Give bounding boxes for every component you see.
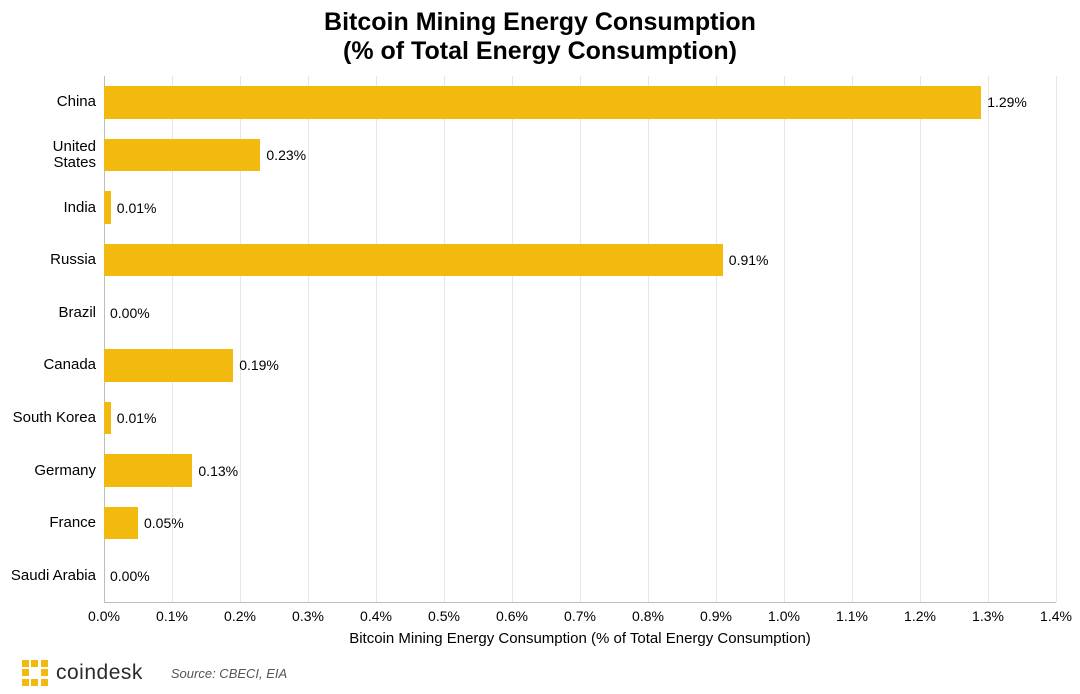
- x-tick-label: 1.1%: [836, 608, 868, 624]
- grid-line: [716, 76, 717, 602]
- category-label: China: [2, 94, 96, 110]
- bar-value-label: 0.00%: [110, 305, 150, 321]
- category-label: France: [2, 515, 96, 531]
- bar-value-label: 1.29%: [987, 94, 1027, 110]
- brand-name: coindesk: [56, 661, 143, 685]
- grid-line: [444, 76, 445, 602]
- grid-line: [580, 76, 581, 602]
- bar: [104, 139, 260, 172]
- chart-footer: coindesk Source: CBECI, EIA: [22, 660, 287, 686]
- coindesk-icon: [22, 660, 48, 686]
- x-tick-label: 0.8%: [632, 608, 664, 624]
- category-label: Canada: [2, 357, 96, 373]
- category-label: India: [2, 200, 96, 216]
- bar: [104, 86, 981, 119]
- category-label: Saudi Arabia: [2, 568, 96, 584]
- brand-logo: coindesk: [22, 660, 143, 686]
- bar: [104, 402, 111, 435]
- grid-line: [784, 76, 785, 602]
- bar-value-label: 0.19%: [239, 357, 279, 373]
- x-tick-label: 0.6%: [496, 608, 528, 624]
- bar: [104, 507, 138, 540]
- chart-title: Bitcoin Mining Energy Consumption (% of …: [0, 8, 1080, 66]
- bar-value-label: 0.23%: [266, 147, 306, 163]
- grid-line: [648, 76, 649, 602]
- bar: [104, 191, 111, 224]
- x-tick-label: 0.2%: [224, 608, 256, 624]
- plot-area: 0.0%0.1%0.2%0.3%0.4%0.5%0.6%0.7%0.8%0.9%…: [104, 76, 1056, 602]
- x-tick-label: 0.4%: [360, 608, 392, 624]
- chart-container: Bitcoin Mining Energy Consumption (% of …: [0, 0, 1080, 694]
- x-tick-label: 1.3%: [972, 608, 1004, 624]
- grid-line: [852, 76, 853, 602]
- bar-value-label: 0.01%: [117, 200, 157, 216]
- bar-value-label: 0.91%: [729, 252, 769, 268]
- x-tick-label: 1.0%: [768, 608, 800, 624]
- x-axis-title: Bitcoin Mining Energy Consumption (% of …: [104, 630, 1056, 647]
- category-label: Brazil: [2, 305, 96, 321]
- grid-line: [376, 76, 377, 602]
- x-tick-label: 0.1%: [156, 608, 188, 624]
- grid-line: [988, 76, 989, 602]
- category-label: Russia: [2, 252, 96, 268]
- grid-line: [920, 76, 921, 602]
- bar-value-label: 0.13%: [198, 463, 238, 479]
- x-tick-label: 1.2%: [904, 608, 936, 624]
- bar: [104, 454, 192, 487]
- bar-value-label: 0.01%: [117, 410, 157, 426]
- chart-title-line1: Bitcoin Mining Energy Consumption: [0, 8, 1080, 37]
- x-tick-label: 0.9%: [700, 608, 732, 624]
- grid-line: [512, 76, 513, 602]
- x-tick-label: 1.4%: [1040, 608, 1072, 624]
- bar: [104, 349, 233, 382]
- source-text: Source: CBECI, EIA: [171, 666, 287, 681]
- category-label: South Korea: [2, 410, 96, 426]
- x-tick-label: 0.7%: [564, 608, 596, 624]
- bar: [104, 244, 723, 277]
- category-label: Germany: [2, 463, 96, 479]
- grid-line: [308, 76, 309, 602]
- grid-line: [1056, 76, 1057, 602]
- bar-value-label: 0.00%: [110, 568, 150, 584]
- category-label: United States: [2, 139, 96, 171]
- x-tick-label: 0.3%: [292, 608, 324, 624]
- chart-title-line2: (% of Total Energy Consumption): [0, 37, 1080, 66]
- bar-value-label: 0.05%: [144, 515, 184, 531]
- x-tick-label: 0.5%: [428, 608, 460, 624]
- x-axis-line: [104, 602, 1056, 603]
- x-tick-label: 0.0%: [88, 608, 120, 624]
